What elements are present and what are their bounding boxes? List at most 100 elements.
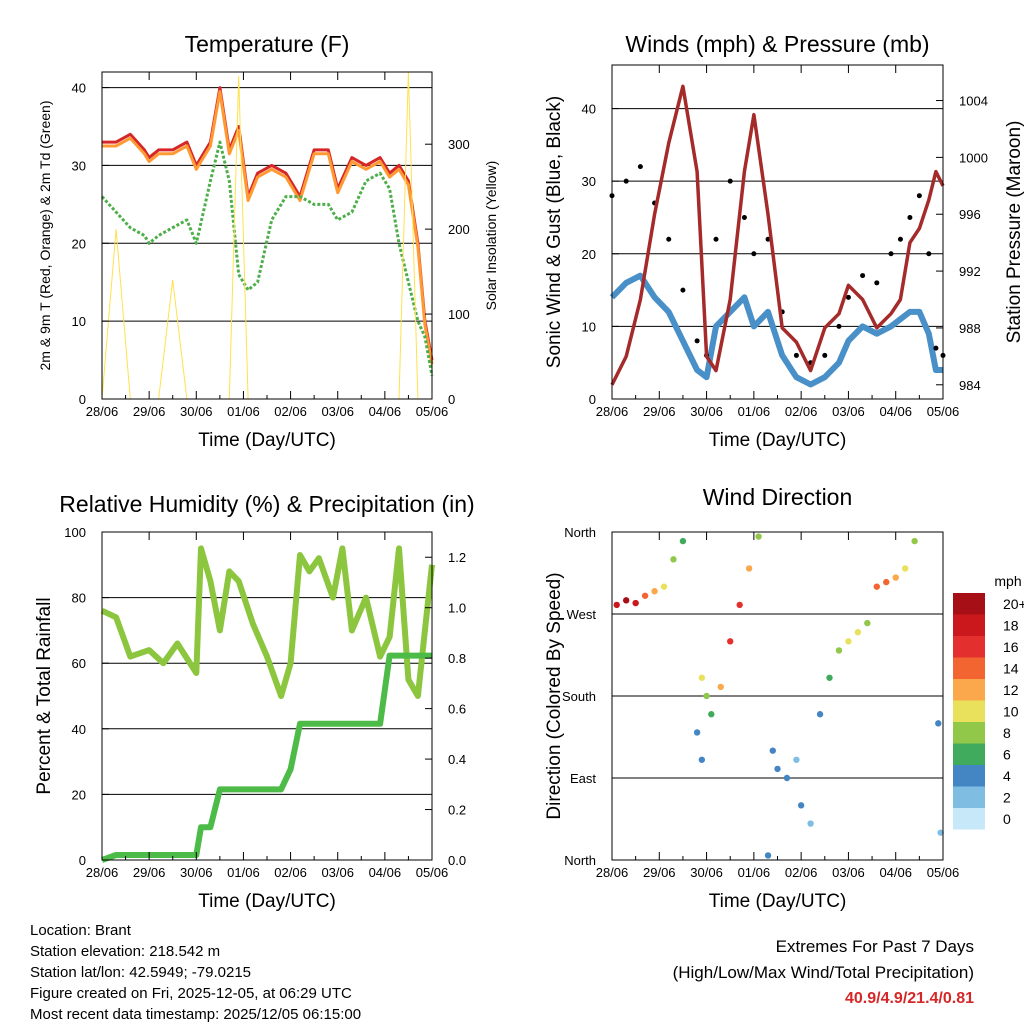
- temperature-frame: [101, 71, 433, 400]
- winds-title: Winds (mph) & Pressure (mb): [625, 31, 929, 57]
- direction-xtick-label: 30/06: [690, 865, 723, 880]
- speed-legend-label: 16: [1003, 639, 1019, 655]
- speed-legend-label: 4: [1003, 768, 1011, 784]
- winds-y2tick-label: 996: [959, 207, 981, 222]
- humidity-y2tick-label: 0.6: [448, 702, 466, 717]
- temperature-xtick-label: 04/06: [369, 404, 402, 419]
- winds-gust-point: [751, 251, 757, 257]
- station-latlon: Station lat/lon: 42.5949; -79.0215: [30, 964, 252, 981]
- direction-point: [717, 683, 724, 691]
- direction-xlabel: Time (Day/UTC): [709, 891, 847, 912]
- winds-y2tick-label: 988: [959, 321, 981, 336]
- direction-ytick-label: South: [562, 689, 596, 704]
- winds-ytick-label: 30: [582, 174, 596, 189]
- temperature-xlabel: Time (Day/UTC): [198, 430, 336, 451]
- winds-y2tick-label: 1000: [959, 150, 988, 165]
- winds-gust-point: [713, 236, 719, 242]
- winds-ytick-label: 40: [582, 102, 596, 117]
- direction-point: [745, 565, 753, 572]
- temperature-series-2m-t: [102, 86, 434, 361]
- winds-gust-point: [694, 338, 700, 344]
- direction-point: [793, 756, 800, 763]
- figure-created: Figure created on Fri, 2025-12-05, at 06…: [30, 985, 352, 1002]
- direction-title: Wind Direction: [703, 484, 853, 510]
- winds-xtick-label: 02/06: [785, 404, 818, 419]
- winds-series-sonic-wind: [609, 272, 943, 388]
- speed-legend-label: 14: [1003, 661, 1019, 677]
- temperature-series-solar-insolation: [101, 71, 432, 400]
- direction-point: [774, 765, 781, 773]
- extremes-subtitle: (High/Low/Max Wind/Total Precipitation): [672, 963, 974, 982]
- humidity-xtick-label: 03/06: [321, 865, 354, 880]
- temperature-xtick-label: 01/06: [227, 404, 260, 419]
- direction-ylabel: Direction (Colored By Speed): [544, 572, 565, 819]
- humidity-xtick-label: 05/06: [416, 865, 449, 880]
- winds-ylabel-right: Station Pressure (Maroon): [1004, 121, 1024, 344]
- direction-xtick-label: 28/06: [596, 865, 629, 880]
- direction-point: [708, 711, 715, 718]
- temperature-y2tick-label: 100: [448, 307, 470, 322]
- temperature-ytick-label: 20: [72, 236, 86, 251]
- temperature-y2tick-label: 0: [448, 392, 455, 407]
- winds-gust-point: [680, 287, 686, 293]
- direction-point: [727, 638, 734, 645]
- winds-series-station-pressure: [610, 84, 945, 386]
- winds-gust-point: [637, 164, 643, 170]
- extremes-title: Extremes For Past 7 Days: [775, 937, 974, 956]
- winds-xtick-label: 03/06: [832, 404, 865, 419]
- winds-y2tick-label: 984: [959, 378, 981, 393]
- humidity-xtick-label: 04/06: [369, 865, 402, 880]
- direction-ytick-label: North: [564, 525, 596, 540]
- humidity-xlabel: Time (Day/UTC): [198, 891, 336, 912]
- speed-legend-swatch: [953, 700, 985, 722]
- direction-point: [698, 674, 706, 681]
- winds-ytick-label: 20: [582, 247, 596, 262]
- humidity-series-relative-humidity: [100, 545, 435, 699]
- direction-ytick-label: West: [567, 607, 597, 622]
- direction-xtick-label: 04/06: [879, 865, 912, 880]
- winds-ylabel: Sonic Wind & Gust (Blue, Black): [544, 96, 565, 368]
- direction-point: [613, 601, 620, 609]
- speed-legend-label: 18: [1003, 618, 1019, 634]
- humidity-y2tick-label: 0.2: [448, 803, 466, 818]
- direction-ytick-label: East: [570, 771, 596, 786]
- direction-point: [736, 601, 743, 609]
- direction-point: [698, 756, 706, 763]
- humidity-ylabel: Percent & Total Rainfall: [34, 597, 55, 794]
- winds-y2tick-label: 1004: [959, 94, 988, 109]
- direction-point: [670, 556, 677, 563]
- direction-point: [826, 674, 833, 681]
- speed-legend-label: 2: [1003, 790, 1011, 806]
- station-elevation: Station elevation: 218.542 m: [30, 943, 221, 960]
- winds-gust-point: [822, 352, 828, 358]
- speed-legend-swatch: [953, 786, 985, 808]
- temperature-ytick-label: 30: [72, 158, 86, 173]
- humidity-ytick-label: 20: [72, 787, 86, 802]
- speed-legend-title: mph: [994, 573, 1021, 589]
- direction-point: [769, 747, 776, 754]
- direction-point: [632, 599, 639, 607]
- winds-ytick-label: 0: [589, 392, 596, 407]
- direction-xtick-label: 01/06: [738, 865, 771, 880]
- humidity-series-total-rainfall: [100, 652, 432, 863]
- direction-point: [703, 692, 710, 700]
- speed-legend-swatch: [953, 636, 985, 658]
- direction-point: [783, 774, 791, 782]
- speed-legend-label: 20+: [1003, 596, 1024, 612]
- direction-point: [854, 629, 862, 636]
- winds-gust-point: [741, 214, 747, 220]
- direction-point: [911, 537, 918, 545]
- humidity-xtick-label: 28/06: [86, 865, 119, 880]
- temperature-title: Temperature (F): [185, 31, 350, 57]
- temperature-ylabel: 2m & 9m T (Red, Orange) & 2m Td (Green): [37, 101, 53, 371]
- speed-legend-swatch: [953, 743, 985, 765]
- station-location: Location: Brant: [30, 922, 131, 939]
- direction-point: [660, 583, 668, 590]
- extremes-values: 40.9/4.9/21.4/0.81: [845, 990, 974, 1007]
- winds-ytick-label: 10: [582, 319, 596, 334]
- speed-legend-label: 0: [1003, 811, 1011, 827]
- winds-gust-point: [793, 352, 799, 358]
- direction-xtick-label: 29/06: [643, 865, 676, 880]
- speed-legend-swatch: [953, 722, 985, 744]
- temperature-y2tick-label: 300: [448, 137, 470, 152]
